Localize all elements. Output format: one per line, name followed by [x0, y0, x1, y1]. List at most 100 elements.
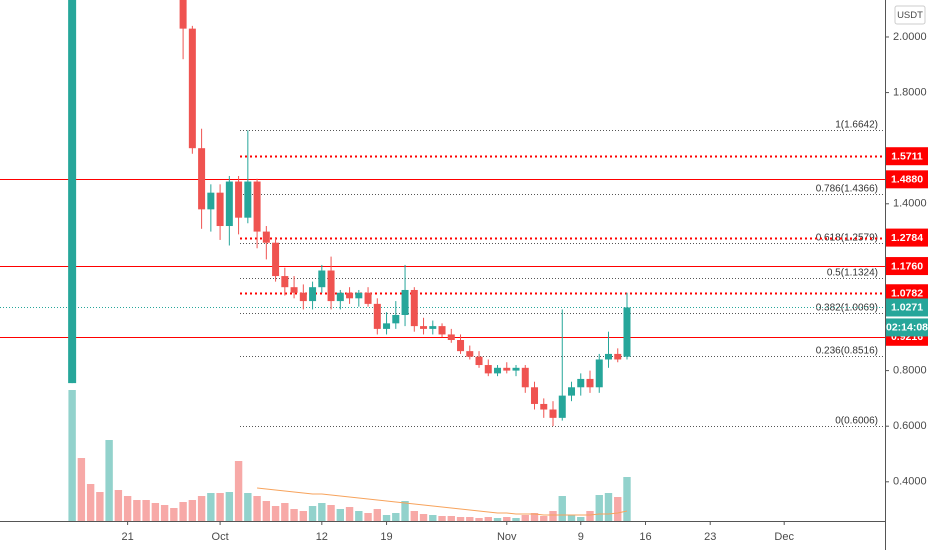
candle-body [244, 181, 252, 218]
candle-body [327, 270, 335, 302]
volume-bar [466, 517, 474, 521]
candle-body [253, 181, 261, 232]
volume-bar [355, 511, 363, 521]
candle-body [318, 270, 326, 288]
candle-body [484, 365, 492, 374]
candle-body [401, 289, 409, 315]
countdown: 02:14:08 [886, 322, 928, 334]
volume-bar [595, 495, 603, 521]
candle-body [207, 192, 215, 210]
x-tick-label: 21 [121, 531, 133, 543]
volume-ma [257, 487, 628, 516]
volume-bar [456, 517, 465, 521]
volume-bar [123, 496, 132, 521]
plot-area: 1(1.6642)0.786(1.4366)0.618(1.2579)0.5(1… [0, 0, 885, 521]
last-price: 1.0271 [891, 302, 923, 314]
level-price: 1.5711 [891, 150, 923, 162]
candle-body [410, 289, 418, 327]
volume-bar [447, 516, 455, 521]
volume-bar [68, 390, 76, 521]
candle-body [438, 326, 446, 335]
volume-bar [133, 500, 141, 521]
volume-bar [382, 515, 391, 521]
volume-bar [429, 515, 437, 521]
countdown-box [886, 318, 928, 337]
candle-body [577, 378, 585, 388]
volume-bar [318, 503, 326, 521]
level-price-box [886, 170, 928, 189]
volume-bar [503, 517, 511, 521]
last-price-box [886, 298, 928, 317]
candle-body [475, 356, 483, 366]
volume-bar [308, 506, 317, 521]
fib-label: 0.236(0.8516) [816, 346, 878, 357]
candle-body [586, 378, 594, 388]
candle-body [447, 334, 455, 341]
volume-bar [188, 500, 197, 521]
volume-bar [216, 493, 224, 521]
volume-bar [271, 506, 280, 521]
candle-body [336, 292, 344, 302]
currency-box[interactable] [894, 5, 926, 25]
candle-body [392, 314, 400, 324]
candle-body [272, 242, 280, 277]
volume-bar [364, 513, 372, 521]
candle-body [290, 287, 298, 293]
candle-body [549, 409, 557, 418]
volume-bar [558, 496, 566, 521]
volume-bar [142, 500, 150, 521]
volume-bar [281, 503, 289, 521]
candle-body [623, 307, 631, 357]
volume-bar [345, 507, 354, 521]
candle-body [503, 367, 511, 371]
y-tick-label: 0.8000 [893, 365, 927, 377]
volume-bar [484, 517, 492, 521]
currency: USDT [897, 10, 923, 21]
candle-body [198, 148, 206, 210]
x-tick-label: 9 [578, 531, 584, 543]
x-tick-label: Oct [212, 531, 229, 543]
volume-bar [114, 490, 123, 521]
candle-body [568, 387, 576, 396]
candle-body [466, 351, 474, 357]
fib-label: 1(1.6642) [835, 120, 878, 131]
volume-bar [493, 518, 502, 521]
candle-body [299, 292, 307, 302]
volume-bar [96, 492, 104, 521]
volume-bar [160, 505, 169, 521]
candle-body [355, 292, 363, 299]
volume-bar [207, 493, 215, 521]
volume-bar [105, 440, 113, 521]
level-price: 1.4880 [891, 174, 923, 186]
volume-bar [540, 516, 548, 521]
volume-bar [392, 513, 400, 521]
volume-bar [475, 518, 483, 521]
x-tick-label: Dec [774, 531, 794, 543]
fib-label: 0.786(1.4366) [816, 184, 878, 195]
candle-body [521, 367, 529, 388]
y-tick-label: 2.0000 [893, 31, 927, 43]
volume-bar [86, 484, 95, 521]
volume-bar [419, 514, 428, 521]
volume-bar [151, 503, 160, 521]
volume-bar [179, 502, 187, 521]
volume-bar [262, 501, 271, 521]
candle-body [373, 303, 381, 329]
candle-body [262, 231, 270, 243]
x-tick-label: 12 [316, 531, 328, 543]
y-tick-label: 0.4000 [893, 476, 927, 488]
candle-body [420, 326, 428, 329]
volume-bar [327, 505, 335, 521]
candle-body [346, 292, 354, 299]
candle-body [235, 181, 243, 218]
volume-bar [244, 493, 252, 521]
level-price: 1.2784 [891, 232, 923, 244]
x-tick-label: Nov [497, 531, 517, 543]
y-tick-label: 1.8000 [893, 86, 927, 98]
level-price-box [886, 147, 928, 166]
fib-label: 0(0.6006) [835, 416, 878, 427]
candle-body [494, 367, 502, 374]
volume-bar [521, 515, 529, 521]
volume-bar [530, 513, 539, 521]
